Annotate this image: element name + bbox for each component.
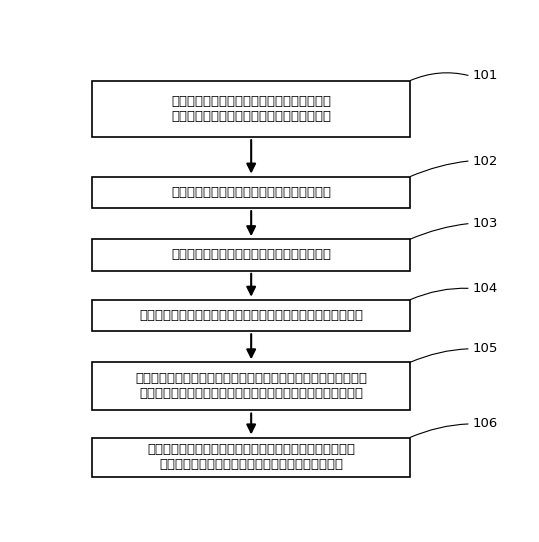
Text: 建立图标样本数据库，图标样本数据库包括汽
车仪表盘上各个图标在不同情景下的显示状态: 建立图标样本数据库，图标样本数据库包括汽 车仪表盘上各个图标在不同情景下的显示状…: [171, 95, 331, 123]
Text: 102: 102: [473, 154, 498, 167]
Text: 105: 105: [473, 343, 498, 356]
Bar: [93, 177, 410, 208]
Text: 验证目标图标所对应的情景信息与执行指令是否匹配，若匹
配，则目标图标显示正常；否则，目标图标显示异常: 验证目标图标所对应的情景信息与执行指令是否匹配，若匹 配，则目标图标显示正常；否…: [147, 443, 355, 472]
Bar: [93, 81, 410, 137]
Bar: [93, 239, 410, 270]
Text: 103: 103: [473, 217, 498, 230]
Text: 104: 104: [473, 282, 498, 295]
Bar: [93, 363, 410, 410]
Text: 通过上位仿真装置向汽车仪表盘发送执行指令: 通过上位仿真装置向汽车仪表盘发送执行指令: [171, 186, 331, 199]
Text: 从第一响应信息中提取目标图标的显示状态，将目标图标的显示状
态与图标样本数据库进行匹配，确定目标图标所对应的情景信息: 从第一响应信息中提取目标图标的显示状态，将目标图标的显示状 态与图标样本数据库进…: [135, 372, 367, 401]
Text: 通过第一摄像机对响应动作进行采集记录，以获取第一响应信息: 通过第一摄像机对响应动作进行采集记录，以获取第一响应信息: [139, 309, 363, 322]
Text: 106: 106: [473, 417, 498, 430]
Text: 101: 101: [473, 69, 498, 82]
Text: 汽车仪表盘根据执行指令做出匹配的响应动作: 汽车仪表盘根据执行指令做出匹配的响应动作: [171, 248, 331, 261]
Bar: [93, 437, 410, 477]
Bar: [93, 300, 410, 331]
